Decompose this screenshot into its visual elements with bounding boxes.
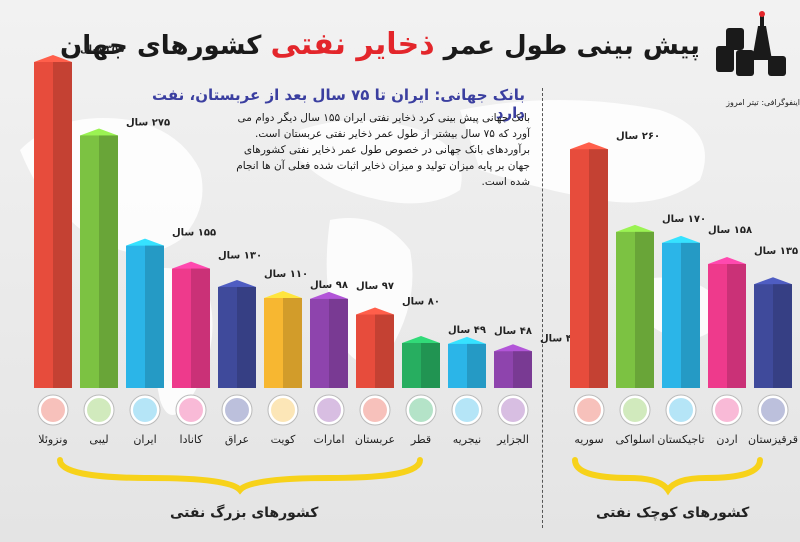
bar-shade-0-10 — [513, 351, 532, 388]
bar-shade-1-2 — [681, 242, 700, 388]
subtitle: بانک جهانی: ایران تا ۷۵ سال بعد از عربست… — [151, 86, 525, 122]
category-label-0-10: الجزایر — [496, 433, 529, 446]
value-label-1-2: ۱۵۸ سال — [708, 225, 752, 236]
iraq-flag-icon — [221, 394, 253, 426]
syria-flag-icon — [573, 394, 605, 426]
flag-inner-0-10 — [501, 398, 525, 422]
value-label-0-10: ۴۰ سال — [540, 333, 578, 344]
flag-inner-0-2 — [133, 398, 157, 422]
bar-shade-1-1 — [635, 231, 654, 388]
flag-inner-0-4 — [225, 398, 249, 422]
title-highlight: ذخایر نفتی — [270, 27, 435, 62]
bar-shade-0-9 — [467, 343, 486, 388]
category-label-1-2: تاجیکستان — [657, 433, 704, 446]
flag-inner-1-3 — [715, 398, 739, 422]
value-label-0-6: ۹۷ سال — [356, 281, 394, 292]
jordan-flag-icon — [711, 394, 743, 426]
flag-inner-0-5 — [271, 398, 295, 422]
category-label-0-5: کویت — [271, 433, 297, 446]
category-label-0-1: لیبی — [89, 433, 108, 446]
title-part2: کشورهای جهان — [60, 31, 262, 61]
credit-text: اینفوگرافی: تیتر امروز — [726, 98, 800, 107]
flag-inner-0-9 — [455, 398, 479, 422]
category-label-0-8: قطر — [410, 433, 431, 446]
uae-flag-icon — [313, 394, 345, 426]
category-label-0-6: امارات — [313, 433, 344, 446]
bar-shade-1-4 — [773, 284, 792, 388]
libya-flag-icon — [83, 394, 115, 426]
category-label-1-4: قرقیزستان — [748, 433, 798, 446]
bar-shade-0-7 — [375, 314, 394, 388]
flag-inner-1-4 — [761, 398, 785, 422]
flag-inner-1-0 — [577, 398, 601, 422]
bar-shade-0-1 — [99, 135, 118, 388]
qatar-flag-icon — [405, 394, 437, 426]
flag-inner-1-2 — [669, 398, 693, 422]
category-label-0-9: نیجریه — [453, 433, 482, 446]
slovakia-flag-icon — [619, 394, 651, 426]
bar-shade-0-5 — [283, 298, 302, 388]
bar-shade-0-6 — [329, 298, 348, 388]
group-divider — [542, 88, 543, 528]
small-group-brace — [572, 457, 763, 496]
value-label-0-7: ۸۰ سال — [402, 297, 440, 308]
bar-shade-0-4 — [237, 286, 256, 388]
flag-inner-1-1 — [623, 398, 647, 422]
venezuela-flag-icon — [37, 394, 69, 426]
algeria-flag-icon — [497, 394, 529, 426]
value-label-1-0: ۲۶۰ سال — [616, 131, 660, 142]
kuwait-flag-icon — [267, 394, 299, 426]
bar-shade-1-3 — [727, 264, 746, 388]
big-group-brace — [57, 457, 423, 495]
value-label-1-1: ۱۷۰ سال — [662, 214, 706, 225]
flag-inner-0-7 — [363, 398, 387, 422]
category-label-1-3: اردن — [716, 433, 737, 446]
category-label-0-3: کانادا — [180, 433, 204, 446]
iran-flag-icon — [129, 394, 161, 426]
big-group-label: کشورهای بزرگ نفتی — [170, 505, 319, 521]
value-label-0-5: ۹۸ سال — [310, 280, 348, 291]
canada-flag-icon — [175, 394, 207, 426]
flag-inner-0-1 — [87, 398, 111, 422]
value-label-0-4: ۱۱۰ سال — [264, 269, 308, 280]
value-label-0-9: ۴۸ سال — [494, 326, 532, 337]
title-part1: پیش بینی طول عمر — [443, 31, 700, 61]
value-label-0-3: ۱۳۰ سال — [218, 251, 262, 262]
oil-barrel-logo — [716, 11, 786, 76]
category-label-1-1: اسلواکی — [615, 433, 654, 446]
bar-shade-0-8 — [421, 343, 440, 388]
nigeria-flag-icon — [451, 394, 483, 426]
value-label-0-8: ۴۹ سال — [448, 325, 486, 336]
bar-shade-1-0 — [589, 149, 608, 388]
category-label-0-7: عربستان — [355, 433, 395, 446]
value-label-0-0: ۳۵۵ سال — [80, 44, 124, 55]
value-label-0-1: ۲۷۵ سال — [126, 117, 170, 128]
bar-shade-0-2 — [145, 245, 164, 388]
tajikistan-flag-icon — [665, 394, 697, 426]
category-label-0-0: ونزوئلا — [38, 433, 67, 446]
body-paragraph: بانک جهانی پیش بینی کرد ذخایر نفتی ایران… — [236, 112, 530, 188]
bar-shade-0-3 — [191, 268, 210, 388]
kyrgyzstan-flag-icon — [757, 394, 789, 426]
category-label-1-0: سوریه — [574, 433, 603, 446]
value-label-1-3: ۱۳۵ سال — [754, 246, 798, 257]
flag-inner-0-3 — [179, 398, 203, 422]
flag-inner-0-6 — [317, 398, 341, 422]
flag-inner-0-0 — [41, 398, 65, 422]
bar-shade-0-0 — [53, 62, 72, 388]
category-label-0-4: عراق — [225, 433, 249, 446]
category-label-0-2: ایران — [133, 433, 156, 446]
flag-inner-0-8 — [409, 398, 433, 422]
small-group-label: کشورهای کوچک نفتی — [596, 505, 750, 521]
value-label-0-2: ۱۵۵ سال — [172, 228, 216, 239]
saudi-flag-icon — [359, 394, 391, 426]
page-title: پیش بینی طول عمر ذخایر نفتی کشورهای جهان — [60, 20, 700, 70]
